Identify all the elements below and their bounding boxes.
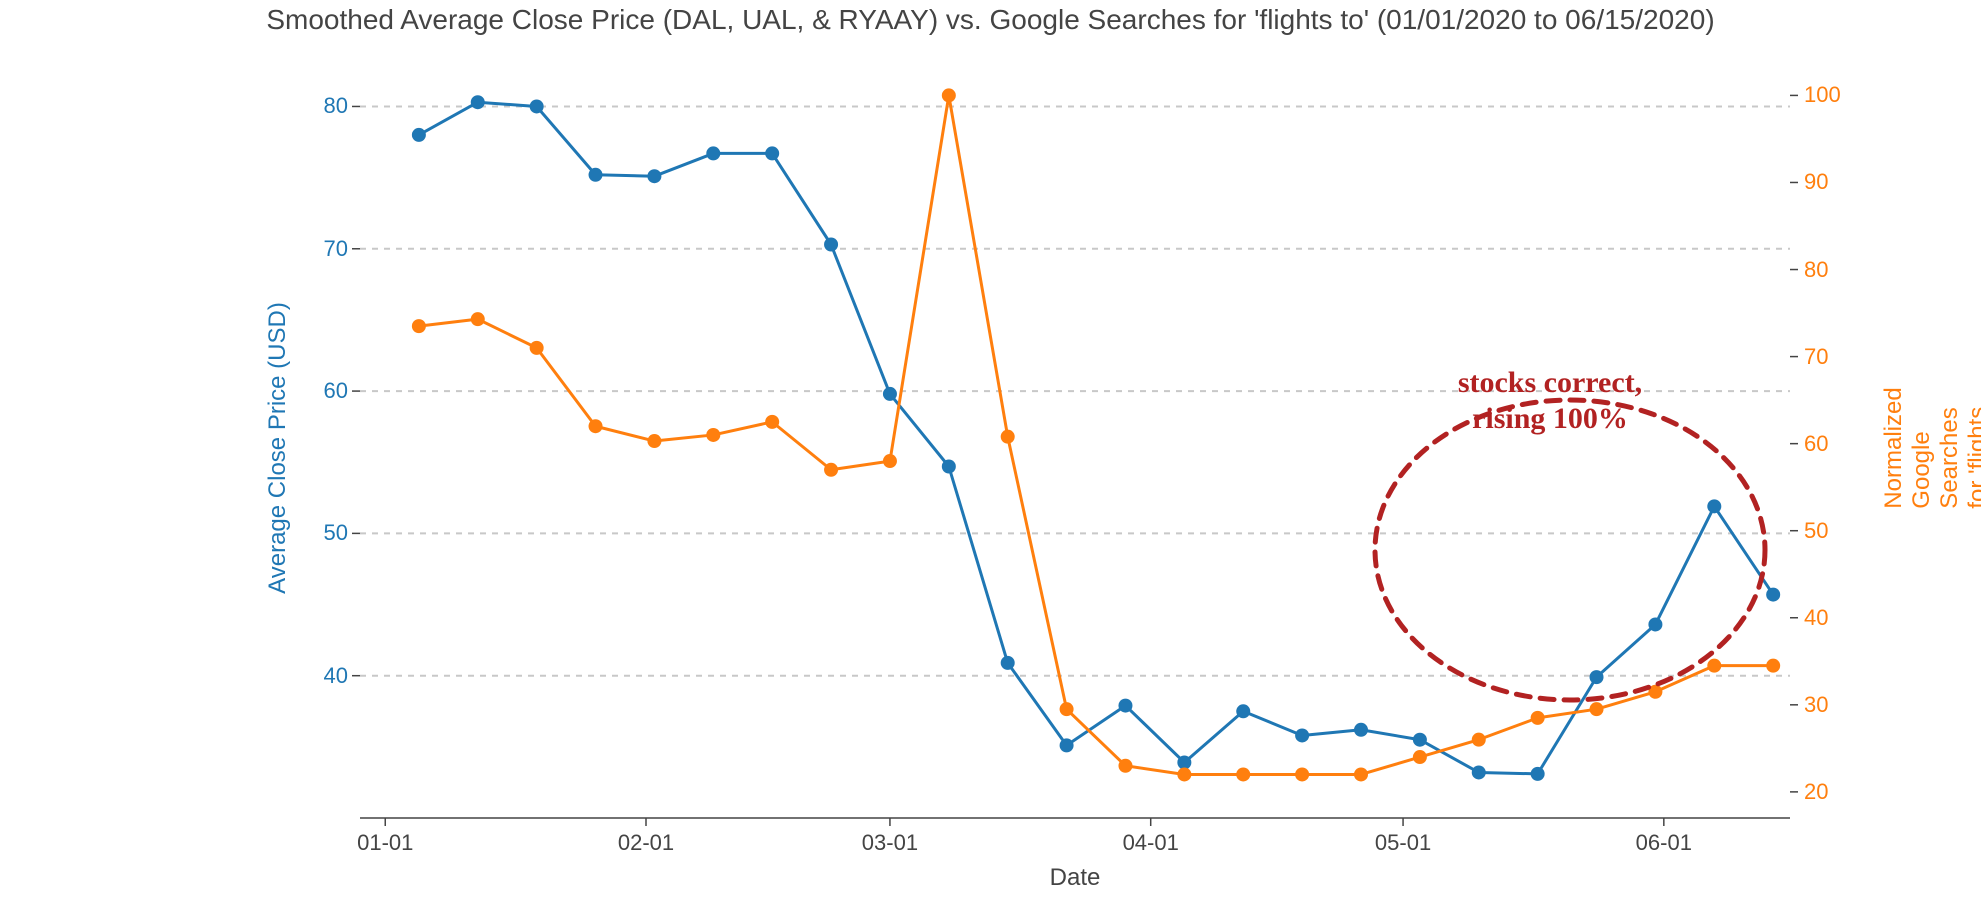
y-left-tick-label: 40 — [312, 663, 348, 689]
chart-container: Smoothed Average Close Price (DAL, UAL, … — [0, 0, 1981, 899]
y-left-tick-label: 80 — [312, 93, 348, 119]
x-tick-label: 01-01 — [357, 830, 413, 856]
y-left-axis-label: Average Close Price (USD) — [264, 302, 292, 594]
x-tick-label: 05-01 — [1375, 830, 1431, 856]
y-right-tick-label: 60 — [1804, 431, 1828, 457]
x-tick-label: 03-01 — [862, 830, 918, 856]
y-left-tick-label: 60 — [312, 378, 348, 404]
x-tick-label: 04-01 — [1123, 830, 1179, 856]
y-right-axis-label: Normalized Google Searches for 'flights … — [1880, 387, 1981, 508]
y-right-tick-label: 100 — [1804, 82, 1841, 108]
y-right-tick-label: 30 — [1804, 692, 1828, 718]
y-left-tick-label: 70 — [312, 236, 348, 262]
y-right-tick-label: 80 — [1804, 257, 1828, 283]
annotation-text: stocks correct, rising 100% — [1458, 365, 1642, 437]
annotation-line1: stocks correct, — [1458, 365, 1642, 401]
x-tick-label: 06-01 — [1636, 830, 1692, 856]
x-tick-label: 02-01 — [618, 830, 674, 856]
annotation-line2: rising 100% — [1458, 401, 1642, 437]
y-right-tick-label: 90 — [1804, 169, 1828, 195]
plot-area — [360, 78, 1790, 818]
y-right-tick-label: 40 — [1804, 605, 1828, 631]
x-axis-label: Date — [1050, 864, 1101, 892]
chart-title: Smoothed Average Close Price (DAL, UAL, … — [0, 4, 1981, 36]
y-left-tick-label: 50 — [312, 520, 348, 546]
y-right-tick-label: 20 — [1804, 779, 1828, 805]
chart-svg — [360, 78, 1790, 818]
y-right-tick-label: 50 — [1804, 518, 1828, 544]
y-right-tick-label: 70 — [1804, 344, 1828, 370]
